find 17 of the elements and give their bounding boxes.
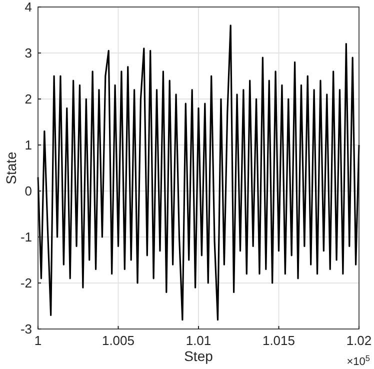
text: ×10$^{5}$	[346, 354, 370, 368]
y-tick-label: 0	[24, 184, 32, 198]
y-tick-label: 4	[24, 0, 32, 14]
y-tick-label: -1	[20, 230, 32, 244]
x-tick-label: 1.01	[186, 333, 212, 348]
y-tick-label: 1	[24, 138, 32, 152]
x-tick-label: 1	[34, 333, 42, 348]
x-axis-title: Step	[184, 348, 214, 364]
y-tick-label: 3	[24, 46, 32, 60]
line-series	[37, 24, 360, 321]
y-axis-title: State	[3, 151, 19, 184]
y-tick-label: -3	[20, 322, 32, 336]
y-tick-label: -2	[20, 276, 32, 290]
x-tick-label: 1.015	[262, 333, 296, 348]
x-tick-label: 1.005	[102, 333, 135, 348]
y-tick-label: 2	[24, 92, 32, 106]
x-tick-label: 1.02	[346, 333, 372, 348]
